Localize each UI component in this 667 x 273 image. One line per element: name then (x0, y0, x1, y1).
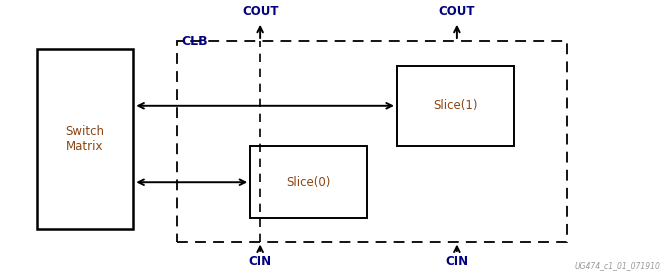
Text: CLB: CLB (181, 35, 208, 48)
Bar (37, 49, 133, 229)
Text: COUT: COUT (242, 5, 278, 18)
Bar (397, 66, 514, 146)
Text: Slice(0): Slice(0) (286, 176, 331, 189)
Text: CIN: CIN (446, 254, 468, 268)
Bar (177, 41, 567, 242)
Text: UG474_c1_01_071910: UG474_c1_01_071910 (574, 261, 660, 270)
Text: COUT: COUT (439, 5, 475, 18)
Bar (250, 146, 367, 218)
Text: Switch
Matrix: Switch Matrix (65, 125, 105, 153)
Text: CIN: CIN (249, 254, 271, 268)
Text: Slice(1): Slice(1) (433, 99, 478, 112)
